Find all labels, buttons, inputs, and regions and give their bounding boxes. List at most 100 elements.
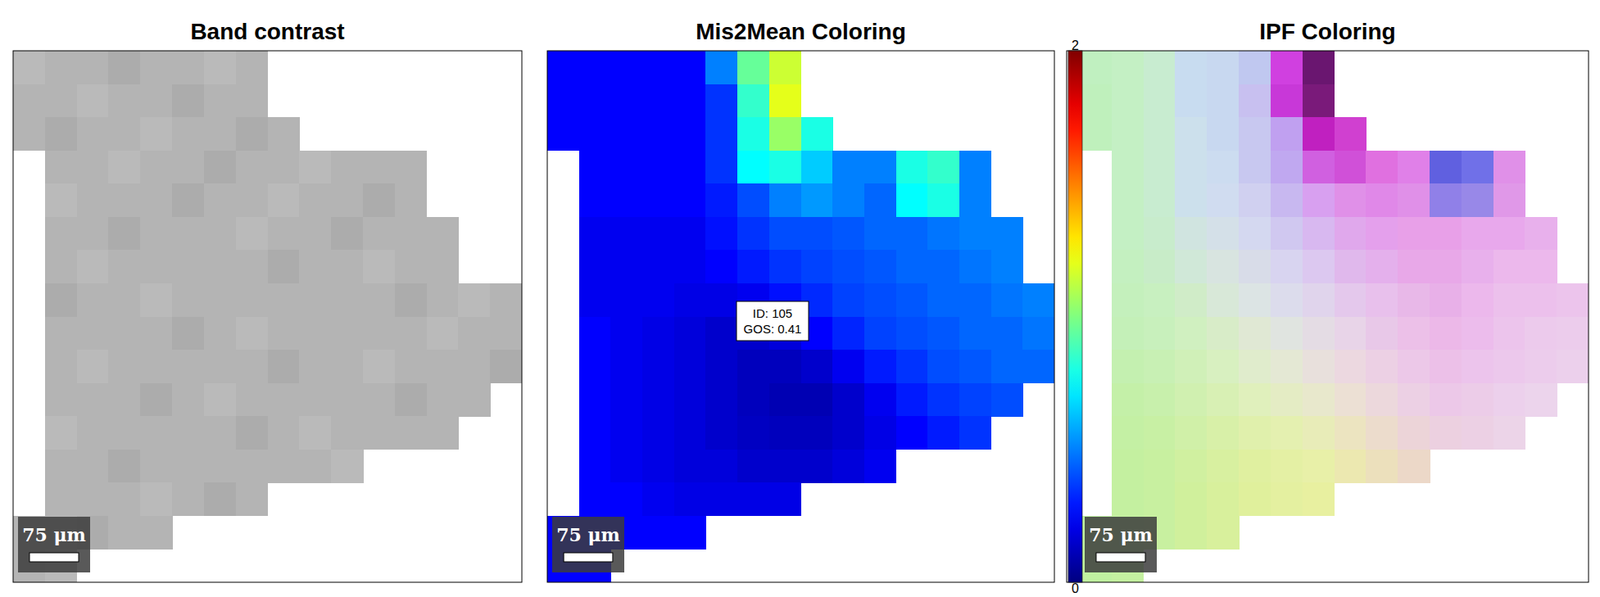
cell [1334, 317, 1367, 351]
scale-bar-label: 75 μm [22, 524, 87, 546]
cell [1111, 383, 1144, 417]
cell [299, 349, 331, 384]
cell [1493, 249, 1526, 284]
cell [203, 283, 236, 318]
cell [235, 84, 268, 118]
cell [705, 50, 738, 85]
cell [959, 150, 992, 185]
cell [362, 317, 395, 351]
cell [1238, 84, 1271, 118]
cell [579, 416, 612, 450]
cell [13, 84, 46, 118]
cell [1111, 217, 1144, 251]
cell [1206, 383, 1239, 417]
cell [927, 183, 960, 218]
cell [927, 150, 960, 185]
cell [235, 50, 268, 85]
cell [330, 150, 363, 185]
annotation-box [736, 301, 809, 341]
cell [1143, 482, 1176, 517]
cell [896, 183, 929, 218]
cell [1143, 150, 1176, 185]
cell [77, 150, 109, 185]
cell [426, 217, 459, 251]
cell [140, 50, 173, 85]
cell [610, 482, 643, 517]
cell [1270, 217, 1303, 251]
cell [896, 416, 929, 450]
cell [705, 117, 738, 151]
cell [1238, 283, 1271, 318]
cell [1111, 117, 1144, 151]
cell [1206, 516, 1239, 550]
cell [1143, 249, 1176, 284]
cell [737, 117, 770, 151]
cell [1302, 482, 1335, 517]
cell [959, 416, 992, 450]
cell [674, 217, 707, 251]
cell [362, 150, 395, 185]
cell [674, 50, 707, 85]
cell [1174, 516, 1207, 550]
cell [108, 516, 141, 550]
cell [1397, 349, 1430, 384]
cell [991, 249, 1024, 284]
cell [959, 183, 992, 218]
cell [1461, 150, 1494, 185]
cell [737, 50, 770, 85]
cell [299, 249, 331, 284]
cell [737, 449, 770, 484]
cell [579, 117, 612, 151]
cell [864, 217, 897, 251]
cell [832, 183, 865, 218]
cell [203, 383, 236, 417]
cell [299, 317, 331, 351]
cell [108, 283, 141, 318]
cell [1174, 482, 1207, 517]
cell [1206, 117, 1239, 151]
cell [489, 349, 522, 384]
cell [172, 150, 204, 185]
cell [610, 183, 643, 218]
cell [927, 349, 960, 384]
cell [1111, 317, 1144, 351]
cell [579, 150, 612, 185]
cell [1022, 317, 1055, 351]
cells [547, 50, 1055, 583]
cell [610, 317, 643, 351]
cell [674, 283, 707, 318]
cell [642, 482, 675, 517]
cell [1493, 349, 1526, 384]
cell [1524, 317, 1557, 351]
cell [642, 383, 675, 417]
cell [1143, 449, 1176, 484]
cell [45, 416, 78, 450]
cell [203, 50, 236, 85]
cell [267, 117, 300, 151]
cell [77, 217, 109, 251]
cell [394, 249, 427, 284]
cell [864, 349, 897, 384]
cell [1334, 449, 1367, 484]
cell [13, 117, 46, 151]
cell [896, 217, 929, 251]
cell [1397, 383, 1430, 417]
cell [1206, 416, 1239, 450]
cell [299, 217, 331, 251]
scale-bar-background [552, 516, 625, 573]
cell [1397, 183, 1430, 218]
cell [801, 150, 834, 185]
cell [1270, 349, 1303, 384]
cell [1174, 449, 1207, 484]
cell [1493, 150, 1526, 185]
cell [299, 150, 331, 185]
cell [203, 449, 236, 484]
cell [1174, 383, 1207, 417]
frame [13, 50, 522, 583]
cell [140, 416, 173, 450]
cells [1079, 50, 1589, 583]
cell [769, 183, 802, 218]
cell [642, 50, 675, 85]
cell [642, 283, 675, 318]
cell [1397, 449, 1430, 484]
